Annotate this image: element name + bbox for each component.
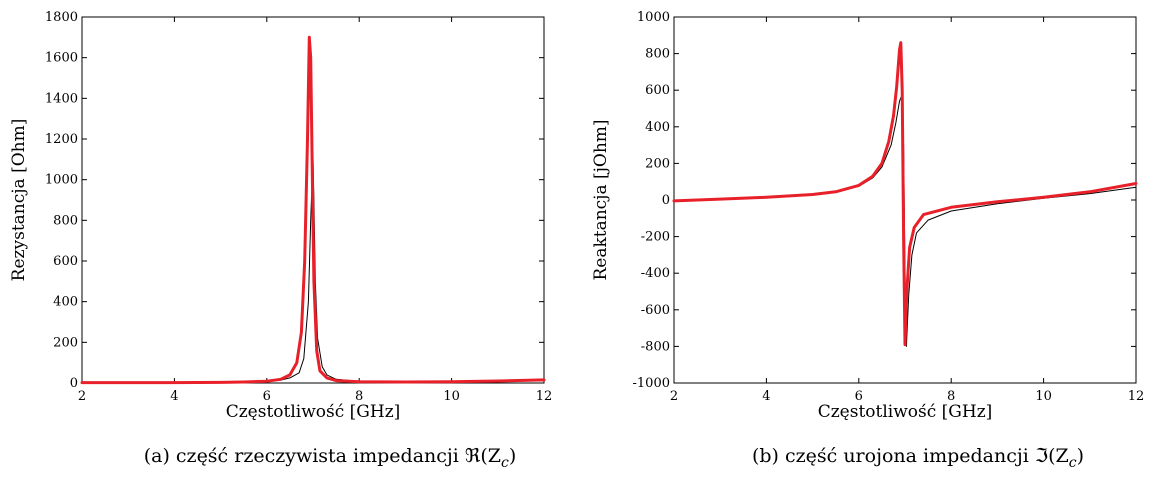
x-tick-label: 12: [1128, 389, 1145, 404]
y-tick-label: 1000: [45, 173, 78, 188]
x-tick-label: 10: [443, 389, 460, 404]
chart-reactance: 2 4 6 8 10 12 -1000 -800 -600 -400 -200 0 200 400 600…: [591, 10, 1144, 471]
caption-end: ): [1077, 445, 1084, 467]
chart-resistance: 2 4 6 8 10 12 0 200 400 600 800 1000 1200 1400 1600 18…: [9, 10, 552, 471]
x-tick-label: 6: [263, 389, 271, 404]
x-tick-label: 2: [670, 389, 678, 404]
y-tick-label: 1800: [45, 10, 78, 25]
x-axis-label: Częstotliwość [GHz]: [226, 402, 401, 422]
x-tick-labels: 2 4 6 8 10 12: [670, 17, 1144, 404]
y-tick-labels: 0 200 400 600 800 1000 1200 1400 1600 1800: [45, 10, 544, 391]
y-tick-label: 1000: [637, 10, 670, 25]
y-tick-label: -400: [641, 266, 670, 281]
x-tick-label: 8: [947, 389, 955, 404]
y-tick-labels: -1000 -800 -600 -400 -200 0 200 400 600 800 1000: [633, 10, 1136, 391]
y-tick-label: 600: [645, 83, 670, 98]
y-tick-label: -800: [641, 339, 670, 354]
x-tick-label: 4: [170, 389, 178, 404]
y-axis-label: Reaktancja [jOhm]: [591, 119, 611, 280]
x-tick-label: 12: [536, 389, 553, 404]
y-tick-label: 1200: [45, 132, 78, 147]
caption: (b) część urojona impedancji ℑ(Zc): [752, 445, 1084, 471]
y-tick-label: 400: [645, 120, 670, 135]
y-tick-label: 800: [53, 213, 78, 228]
series-line-2: [672, 41, 1138, 347]
x-tick-label: 10: [1035, 389, 1052, 404]
y-tick-label: 1600: [45, 51, 78, 66]
caption-subscript: c: [1069, 455, 1077, 471]
x-tick-label: 2: [78, 389, 86, 404]
caption-text: (a) część rzeczywista impedancji ℜ(Z: [144, 445, 501, 467]
caption-text: (b) część urojona impedancji ℑ(Z: [752, 445, 1069, 467]
y-tick-label: 200: [645, 156, 670, 171]
x-tick-label: 8: [355, 389, 363, 404]
y-tick-label: 200: [53, 335, 78, 350]
y-tick-label: -600: [641, 303, 670, 318]
y-tick-label: 0: [662, 193, 670, 208]
y-tick-label: 800: [645, 47, 670, 62]
caption-end: ): [509, 445, 516, 467]
series-layer: [80, 35, 546, 385]
y-tick-label: 0: [70, 376, 78, 391]
x-axis-label: Częstotliwość [GHz]: [818, 402, 993, 422]
caption: (a) część rzeczywista impedancji ℜ(Zc): [144, 445, 517, 471]
y-tick-label: -200: [641, 230, 670, 245]
series-line-2: [80, 35, 546, 385]
y-tick-label: -1000: [633, 376, 670, 391]
caption-subscript: c: [501, 455, 509, 471]
x-tick-label: 4: [762, 389, 770, 404]
y-tick-label: 1400: [45, 91, 78, 106]
y-tick-label: 600: [53, 254, 78, 269]
series-layer: [672, 41, 1138, 347]
x-tick-label: 6: [855, 389, 863, 404]
y-tick-label: 400: [53, 295, 78, 310]
plot-frame: [81, 16, 545, 384]
y-axis-label: Rezystancja [Ohm]: [9, 119, 29, 282]
